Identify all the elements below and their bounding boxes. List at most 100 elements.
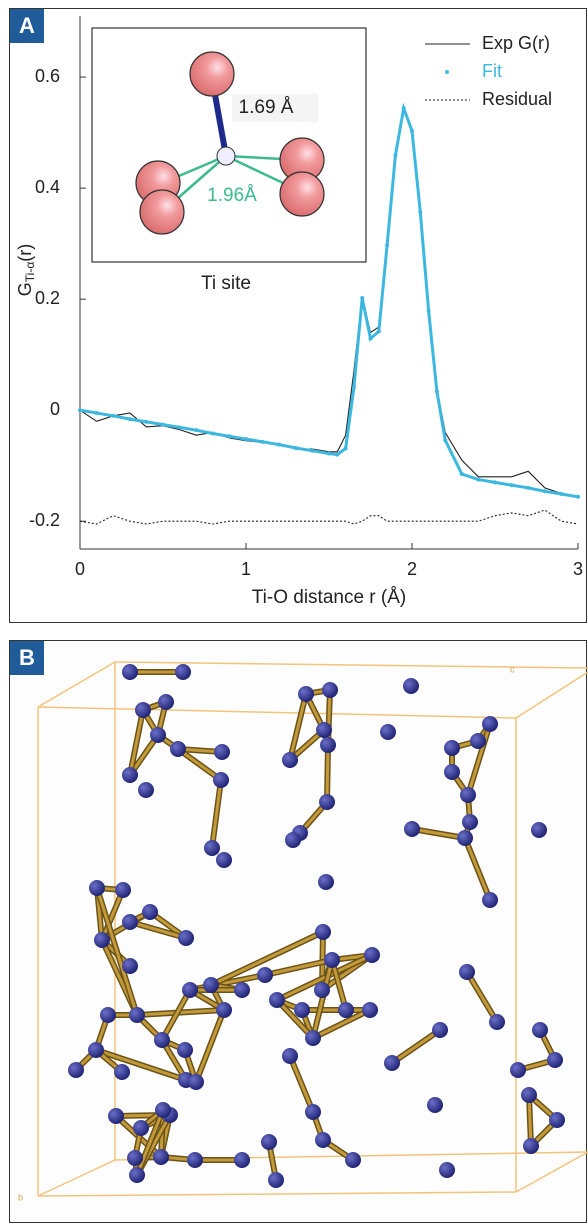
atom <box>482 892 498 908</box>
atom <box>521 1087 537 1103</box>
atom <box>470 733 486 749</box>
atom <box>68 1062 84 1078</box>
bond <box>160 989 192 1041</box>
atom <box>523 1138 539 1154</box>
atom <box>108 1108 124 1124</box>
atom <box>510 1062 526 1078</box>
bond <box>276 953 373 1002</box>
bond <box>275 998 315 1040</box>
panel-frame <box>9 8 587 623</box>
y-label-sub: Ti-α <box>23 262 37 283</box>
bond <box>411 827 466 840</box>
atom <box>268 1172 284 1188</box>
atom <box>234 982 250 998</box>
atom <box>482 716 498 732</box>
atom <box>89 880 105 896</box>
atom <box>214 744 230 760</box>
atom <box>178 930 194 946</box>
y-tick-label: -0.2 <box>29 510 60 530</box>
bond <box>264 958 333 977</box>
bond <box>95 1048 187 1082</box>
bond <box>288 1055 315 1113</box>
fit-point <box>526 485 531 490</box>
atom <box>315 924 331 940</box>
atom <box>318 874 334 890</box>
bond <box>465 971 499 1023</box>
atom <box>432 1022 448 1038</box>
bond <box>135 1109 165 1176</box>
atom <box>316 722 332 738</box>
atom <box>439 1162 455 1178</box>
y-label-main: G <box>15 282 35 296</box>
atom <box>489 1014 505 1030</box>
atom <box>547 1052 563 1068</box>
bond <box>527 1094 533 1147</box>
atom <box>155 1102 171 1118</box>
fit-point <box>376 329 381 334</box>
fit-point <box>493 480 497 485</box>
atom <box>170 741 186 757</box>
oxygen <box>189 51 235 97</box>
legend-marker <box>445 70 449 74</box>
unit-cell <box>37 661 588 1197</box>
atom <box>427 1097 443 1113</box>
atom <box>345 1152 361 1168</box>
y-axis-label: GTi-α(r) <box>15 244 37 296</box>
atom <box>380 724 396 740</box>
bond <box>311 959 334 1039</box>
bond <box>177 747 222 782</box>
y-tick-label: 0.2 <box>35 288 60 308</box>
oxygen <box>139 189 185 235</box>
inset-caption: Ti site <box>201 273 251 294</box>
legend-label: Exp G(r) <box>482 33 550 53</box>
atom <box>177 1042 193 1058</box>
atom <box>305 1104 321 1120</box>
atom <box>362 1002 378 1018</box>
atom <box>122 958 138 974</box>
atom <box>150 727 166 743</box>
atom <box>122 664 138 680</box>
fit-point <box>459 472 464 477</box>
cell-axis-label: c <box>510 664 515 674</box>
atom <box>384 1055 400 1071</box>
panel-label-box <box>10 641 44 675</box>
y-tick-label: 0.6 <box>35 66 60 86</box>
atom <box>269 992 285 1008</box>
x-tick-label: 3 <box>573 559 583 579</box>
fit-point <box>426 308 431 313</box>
fit-point <box>210 431 215 436</box>
legend-label: Fit <box>482 61 502 81</box>
atom <box>320 737 336 753</box>
atom <box>531 822 547 838</box>
fit-point <box>401 106 406 111</box>
atom <box>188 1074 204 1090</box>
atom <box>285 832 301 848</box>
fit-point <box>310 448 315 453</box>
atom <box>404 821 420 837</box>
inset: 1.69 Å 1.96Å <box>91 27 367 263</box>
fit-point <box>293 445 298 450</box>
atom <box>444 740 460 756</box>
atom <box>314 982 330 998</box>
atom <box>282 752 298 768</box>
fit-point <box>443 438 448 443</box>
fit-point <box>434 389 439 394</box>
x-tick-label: 0 <box>75 559 85 579</box>
fit-point <box>260 439 265 444</box>
atom <box>403 678 419 694</box>
atom <box>213 772 229 788</box>
bond <box>325 744 330 803</box>
fit-point <box>559 492 564 497</box>
y-tick-label: 0.4 <box>35 177 60 197</box>
fit-point <box>418 209 423 214</box>
bond <box>463 837 492 901</box>
atom <box>532 1022 548 1038</box>
oxygen <box>279 171 325 217</box>
atom <box>115 882 131 898</box>
fit-point <box>368 336 373 341</box>
fit-point <box>393 153 398 158</box>
cell-axis-label: b <box>18 1192 23 1202</box>
atom <box>127 1150 143 1166</box>
atom <box>305 1030 321 1046</box>
y-label-suffix: (r) <box>15 244 35 262</box>
